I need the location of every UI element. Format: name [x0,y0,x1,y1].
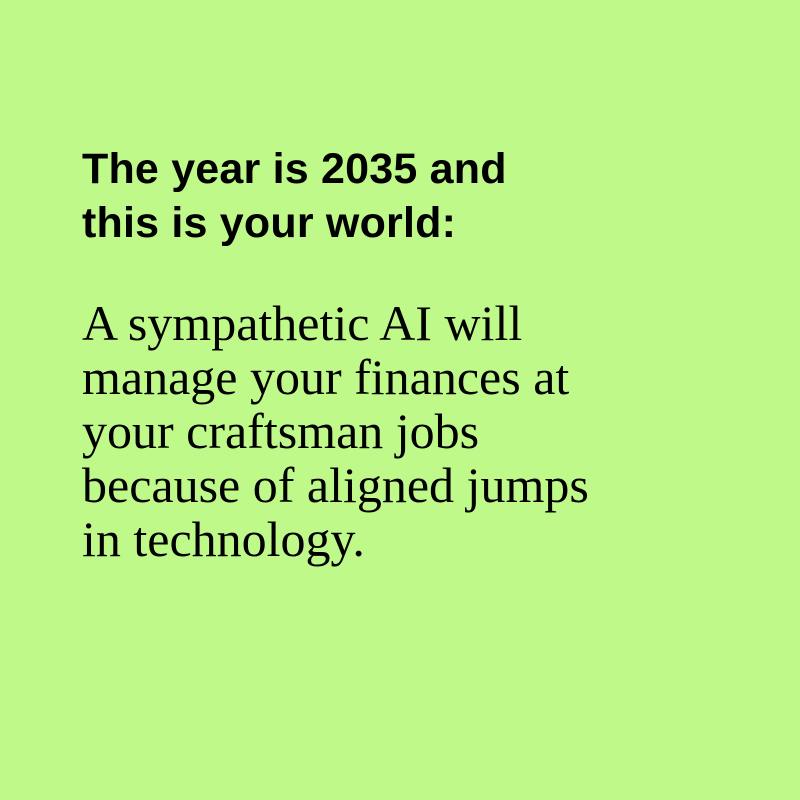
body-text: A sympathetic AI will manage your financ… [82,296,589,566]
body-line: in technology. [82,511,365,567]
body-line: A sympathetic AI will [82,295,523,351]
body-line: your craftsman jobs [82,403,480,459]
headline-line: this is your world: [82,199,457,247]
body-line: manage your finances at [82,349,570,405]
headline: The year is 2035 and this is your world: [82,142,507,250]
body-line: because of aligned jumps [82,457,589,513]
headline-line: The year is 2035 and [82,145,507,193]
